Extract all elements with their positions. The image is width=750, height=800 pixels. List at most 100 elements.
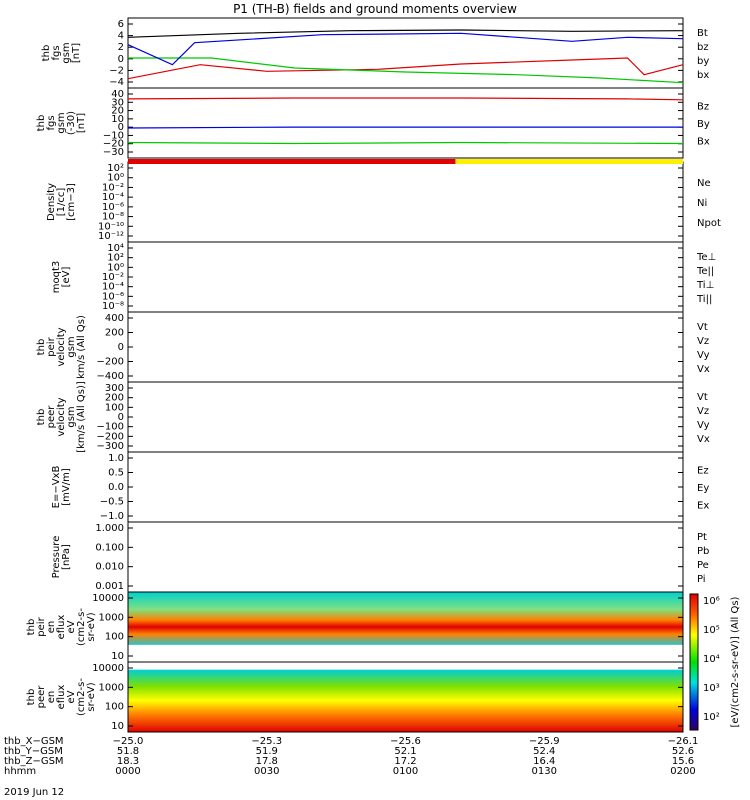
ylabel-line: [km/s (All Qs)] <box>76 381 87 453</box>
legend-vy: Vy <box>697 420 710 431</box>
xaxis-col-y: 52.6 <box>672 746 694 757</box>
panel-10: 10000 1000 100 10 thb peer en eflux eV (cm2-s-sr-… <box>26 661 684 733</box>
xaxis-col-x: −25.0 <box>113 736 144 747</box>
ytick-label: 20 <box>111 106 124 117</box>
ytick-label: −1.0 <box>100 511 124 522</box>
ytick-label: 40 <box>111 89 124 100</box>
ytick-label: 10⁻⁴ <box>102 282 124 293</box>
legend-ez: Ez <box>697 466 709 477</box>
spectrogram-9 <box>128 592 683 662</box>
colorbar-label: [eV/(cm2-s-sr-eV)] (All Qs) <box>730 596 741 727</box>
ytick-label: 400 <box>105 313 124 324</box>
ytick-label: 1000 <box>99 612 124 623</box>
legend-vt: Vt <box>697 392 708 403</box>
xaxis-col-t: 0030 <box>254 766 279 777</box>
ylabel-line: velocity <box>56 397 67 436</box>
colorbar-tick: 10⁵ <box>703 625 720 636</box>
ytick-label: −0.5 <box>100 497 124 508</box>
legend-vz: Vz <box>697 406 709 417</box>
ylabel-line: peir <box>36 616 47 636</box>
xaxis-row-label: hhmm <box>4 766 36 777</box>
ytick-label: 0.010 <box>95 562 124 573</box>
panel-frame <box>127 451 684 523</box>
ytick-label: 10² <box>107 253 124 264</box>
ytick-label: 0 <box>118 342 124 353</box>
legend-bt: Bt <box>697 28 708 39</box>
panel-3: 10²10⁰10⁻²10⁻⁴10⁻⁶10⁻⁸10⁻¹⁰10⁻¹²Density[… <box>46 161 721 243</box>
ytick-label: 100 <box>105 402 124 413</box>
ylabel-line: [mV/m] <box>61 468 72 506</box>
ytick-label: −4 <box>109 77 124 88</box>
ylabel-line: thb <box>36 339 47 356</box>
ylabel-line: peir <box>46 336 57 356</box>
colorbar-tick: 10⁴ <box>703 654 720 665</box>
ytick-label: 10⁻² <box>102 272 124 283</box>
ytick-label: 200 <box>105 328 124 339</box>
panel-frame <box>127 87 684 159</box>
ylabel-line: eV <box>66 690 77 703</box>
legend-vz: Vz <box>697 336 709 347</box>
series-bz <box>127 57 684 80</box>
panel-5: 400 200 0 −200 −400 thb peir velocity gsm km/s (A… <box>36 311 710 383</box>
legend-bz: bz <box>697 42 709 53</box>
ytick-label: 0.001 <box>95 581 124 592</box>
panel-frame <box>127 661 684 733</box>
legend-ey: Ey <box>697 483 709 494</box>
ylabel-line: [cm−3] <box>66 183 77 221</box>
legend-ex: Ex <box>697 501 709 512</box>
legend-pt: Pt <box>697 532 707 543</box>
ytick-label: 10 <box>111 721 124 732</box>
xaxis-col-t: 0200 <box>670 766 695 777</box>
legend-vt: Vt <box>697 322 708 333</box>
panel-frame <box>127 311 684 383</box>
ytick-label: −200 <box>97 431 124 442</box>
colorbar-tick: 10³ <box>703 683 720 694</box>
legend-by: By <box>697 119 710 130</box>
panel-frame <box>127 381 684 453</box>
ylabel-line: E=−VxB <box>51 466 62 509</box>
colorbar-tick: 10² <box>703 712 720 723</box>
ylabel-line: thb <box>36 409 47 426</box>
panel-frame <box>127 161 684 243</box>
panel-9: 10000 1000 100 10 thb peir en eflux eV (cm2-s-sr-… <box>26 591 684 663</box>
ytick-label: 0.100 <box>95 542 124 553</box>
ytick-label: 100 <box>105 632 124 643</box>
ytick-label: 10⁴ <box>107 243 124 254</box>
ytick-label: −30 <box>103 147 124 158</box>
series-by <box>127 141 684 145</box>
xaxis-col-y: 52.4 <box>533 746 555 757</box>
ytick-label: 300 <box>105 383 124 394</box>
chart-title: P1 (TH-B) fields and ground moments over… <box>233 2 517 16</box>
panel-frame <box>127 241 684 313</box>
legend-vy: Vy <box>697 350 710 361</box>
legend-vx: Vx <box>697 364 710 375</box>
ylabel-line: eflux <box>56 615 67 640</box>
ylabel-line: [1/cc] <box>56 188 67 217</box>
xaxis-col-t: 0000 <box>115 766 140 777</box>
ytick-label: 10⁻⁸ <box>102 301 124 312</box>
legend-by: by <box>697 56 709 67</box>
ytick-label: −2 <box>109 65 124 76</box>
ylabel-line: velocity <box>56 327 67 366</box>
series-bx <box>127 32 684 66</box>
date-label: 2019 Jun 12 <box>4 787 64 798</box>
ytick-label: 10000 <box>92 663 124 674</box>
ylabel-line: (cm2-s- <box>76 678 87 716</box>
xaxis-col-x: −25.3 <box>251 736 282 747</box>
ytick-label: 200 <box>105 393 124 404</box>
ylabel-line: moqt3 <box>51 261 62 294</box>
xaxis-col-x: −25.6 <box>390 736 421 747</box>
ytick-label: 10² <box>107 163 124 174</box>
ytick-label: 10⁻⁶ <box>102 202 124 213</box>
ytick-label: 1000 <box>99 682 124 693</box>
legend-te⊥: Te⊥ <box>696 252 716 263</box>
ytick-label: −400 <box>97 371 124 382</box>
xaxis-col-y: 52.1 <box>394 746 416 757</box>
xaxis-col-y: 51.8 <box>117 746 139 757</box>
legend-pb: Pb <box>697 546 709 557</box>
series-bz <box>127 97 684 101</box>
panel-7: 1.0 0.5 0.0 −0.5 −1.0 E=−VxB [mV/m] Ez Ey Ex <box>51 451 709 523</box>
ytick-label: 1.0 <box>108 453 124 464</box>
